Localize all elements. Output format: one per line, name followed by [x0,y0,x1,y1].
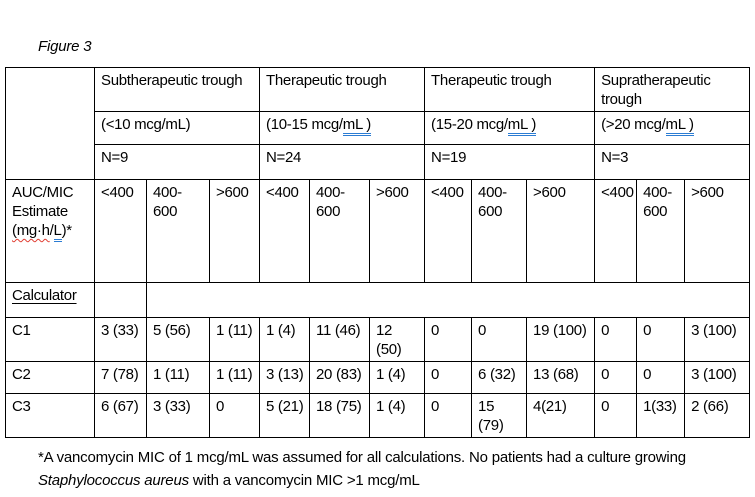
group-n-subtherapeutic: N=9 [93,144,261,180]
data-cell: 1 (4) [369,361,426,394]
auc-header-line2: Estimate [12,203,68,220]
data-cell: 7 (78) [94,361,147,394]
group-header-subtherapeutic: Subtherapeutic trough [93,67,261,112]
auc-mic-estimate-header: AUC/MIC Estimate (mg·h/L)* [5,179,95,283]
data-cell: 11 (46) [309,317,371,362]
row-label: C1 [5,317,95,362]
subcol-header: 400-600 [471,179,528,283]
data-cell: 0 [471,317,528,362]
data-cell: 1 (4) [259,317,311,362]
corner-cell [5,67,95,180]
table-row-c3: C3 6 (67) 3 (33) 0 5 (21) 18 (75) 1 (4) … [5,393,751,438]
group-range-supratherapeutic: (>20 mcg/mL ) [594,111,751,145]
data-cell: 6 (67) [94,393,147,438]
data-cell: 4(21) [526,393,596,438]
grammar-underline-text: mL ) [665,116,694,136]
spellcheck-underline-text: (mg·h [12,222,50,239]
data-cell: 1 (11) [146,361,210,394]
range-text: (10-15 mcg/ [266,116,343,133]
subcol-header: >600 [684,179,751,283]
data-cell: 13 (68) [526,361,596,394]
auc-mic-subheader-row: AUC/MIC Estimate (mg·h/L)* <400 400-600 … [5,179,751,283]
data-cell: 0 [594,393,638,438]
subcol-header: >600 [208,179,261,283]
data-cell: 0 [594,317,638,362]
data-cell: 0 [424,317,473,362]
auc-header-line3: (mg·h/L)* [12,221,90,242]
data-cell: 18 (75) [309,393,371,438]
data-cell: 3 (100) [684,361,751,394]
trough-name-row: Subtherapeutic trough Therapeutic trough… [5,67,751,180]
row-label: C2 [5,361,95,394]
group-range-therapeutic-2: (15-20 mcg/mL ) [424,111,596,145]
auc-mic-results-table: Subtherapeutic trough Therapeutic trough… [5,67,751,438]
table-row-c2: C2 7 (78) 1 (11) 1 (11) 3 (13) 20 (83) 1… [5,361,751,394]
group-header-therapeutic-1: Therapeutic trough [259,67,426,112]
data-cell: 5 (56) [146,317,210,362]
subcol-header: 400-600 [309,179,371,283]
data-cell: 0 [424,361,473,394]
group-n-supratherapeutic: N=3 [594,144,751,180]
data-cell: 2 (66) [684,393,751,438]
subcol-header: <400 [594,179,638,283]
data-cell: 20 (83) [309,361,371,394]
data-cell: 1 (11) [208,317,261,362]
range-text: (15-20 mcg/ [431,116,508,133]
subcol-header: <400 [259,179,311,283]
subcol-header: 400-600 [146,179,210,283]
grammar-underline-text: mL ) [507,116,536,136]
data-cell: 1 (11) [208,361,261,394]
subcol-header: >600 [369,179,426,283]
data-cell: 19 (100) [526,317,596,362]
range-text: (<10 mcg/mL) [101,116,191,133]
grammar-underline-text: mL ) [342,116,371,136]
data-cell: 3 (33) [146,393,210,438]
empty-merged-cell [145,282,751,318]
subcol-header: >600 [526,179,596,283]
auc-units-suffix: )* [61,222,73,239]
group-range-subtherapeutic: (<10 mcg/mL) [93,111,261,145]
subcol-header: <400 [424,179,473,283]
group-header-supratherapeutic: Supratherapeutic trough [594,67,751,112]
calculator-label: Calculator [12,287,77,304]
data-cell: 1 (4) [369,393,426,438]
data-cell: 0 [208,393,261,438]
data-cell: 3 (100) [684,317,751,362]
group-range-therapeutic-1: (10-15 mcg/mL ) [259,111,426,145]
auc-header-line1: AUC/MIC [12,184,74,201]
empty-cell [94,282,147,318]
data-cell: 0 [424,393,473,438]
footnote-line1: *A vancomycin MIC of 1 mcg/mL was assume… [38,449,686,466]
subcol-header: 400-600 [636,179,686,283]
group-header-therapeutic-2: Therapeutic trough [424,67,596,112]
sample-size-row: N=9 N=24 N=19 N=3 [6,144,751,180]
footnote-line2-rest: with a vancomycin MIC >1 mcg/mL [188,472,420,489]
data-cell: 5 (21) [259,393,311,438]
figure-title: Figure 3 [38,38,92,55]
auc-units-slash: / [49,222,54,239]
organism-name: Staphylococcus aureus [38,472,189,489]
subcol-header: <400 [94,179,147,283]
data-cell: 3 (13) [259,361,311,394]
calculator-label-cell: Calculator [5,282,95,318]
data-cell: 0 [636,317,686,362]
data-cell: 0 [636,361,686,394]
grammar-underline-text: L [53,222,62,242]
range-text: (>20 mcg/ [601,116,666,133]
group-n-therapeutic-2: N=19 [424,144,596,180]
data-cell: 3 (33) [94,317,147,362]
footnote-line2: Staphylococcus aureus with a vancomycin … [38,469,686,492]
row-label: C3 [5,393,95,438]
table-row-c1: C1 3 (33) 5 (56) 1 (11) 1 (4) 11 (46) 12… [5,317,751,362]
group-n-therapeutic-1: N=24 [259,144,426,180]
table-footnote: *A vancomycin MIC of 1 mcg/mL was assume… [38,446,686,492]
calculator-section-row: Calculator [5,282,751,318]
data-cell: 1(33) [636,393,686,438]
data-cell: 0 [594,361,638,394]
data-cell: 15 (79) [471,393,528,438]
data-cell: 12 (50) [369,317,426,362]
trough-range-row: (<10 mcg/mL) (10-15 mcg/mL ) (15-20 mcg/… [6,111,751,145]
data-cell: 6 (32) [471,361,528,394]
